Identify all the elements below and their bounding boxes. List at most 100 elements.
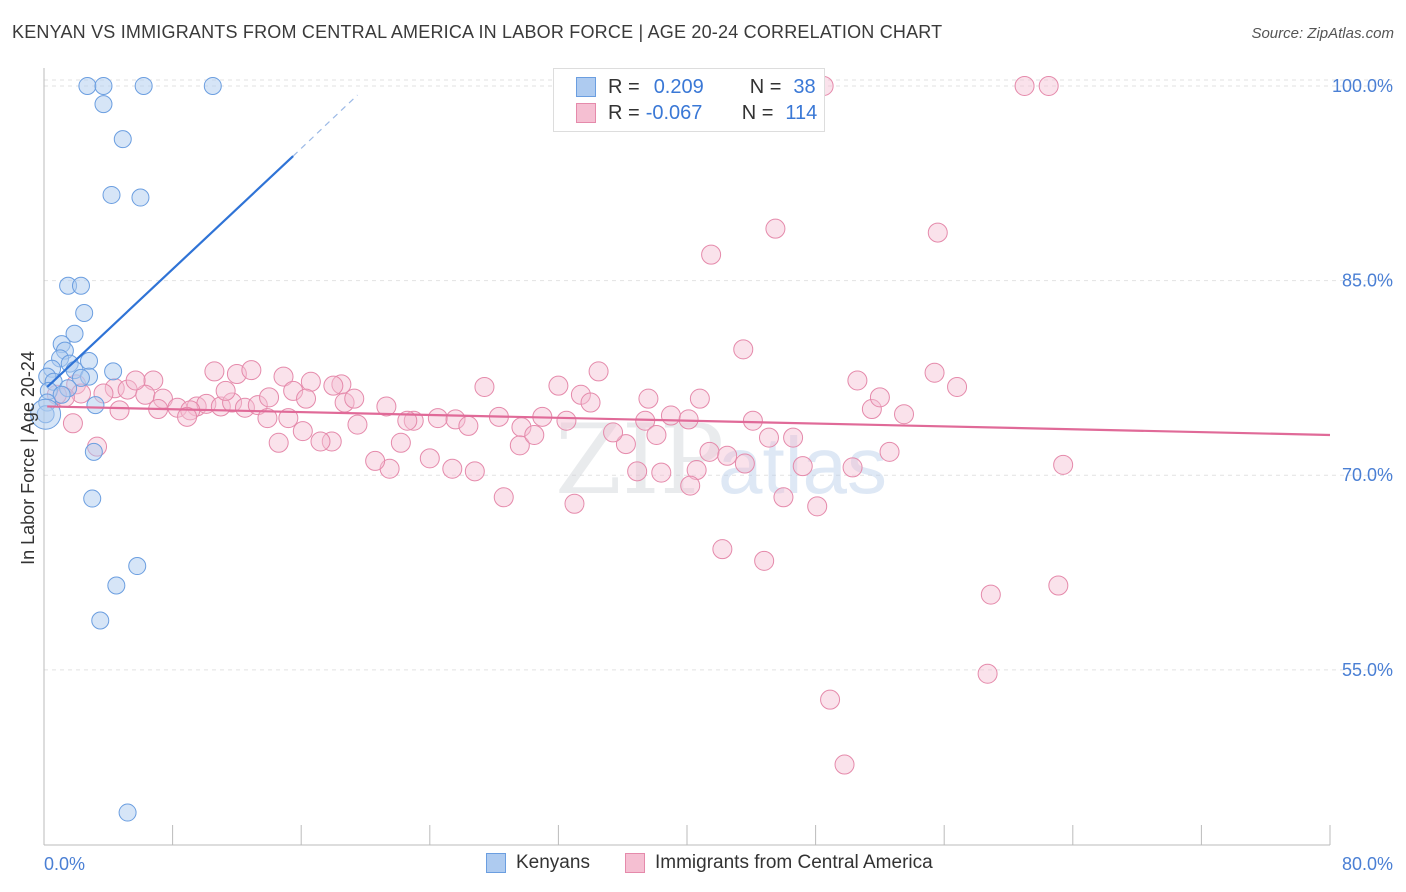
immigrants-point bbox=[717, 445, 738, 466]
kenyans-point bbox=[113, 130, 132, 149]
kenyans-point bbox=[203, 76, 222, 95]
immigrants-point bbox=[712, 539, 733, 560]
immigrants-point bbox=[646, 424, 667, 445]
y-axis-label: In Labor Force | Age 20-24 bbox=[18, 351, 38, 565]
immigrants-point bbox=[556, 410, 577, 431]
immigrants-point bbox=[344, 388, 365, 409]
immigrants-point bbox=[397, 410, 418, 431]
legend-row-immigrants: R = -0.067 N = 114 bbox=[576, 101, 817, 125]
immigrants-point bbox=[321, 431, 342, 452]
kenyans-point bbox=[104, 362, 123, 381]
kenyans-point bbox=[78, 76, 97, 95]
immigrants-trend-line bbox=[47, 405, 1331, 437]
immigrants-point bbox=[347, 414, 368, 435]
kenyans-point bbox=[80, 352, 99, 371]
kenyans-swatch bbox=[576, 77, 596, 97]
immigrants-point bbox=[638, 388, 659, 409]
stats-legend: R = 0.209 N = 38 R = -0.067 N = 114 bbox=[553, 68, 825, 132]
kenyans-point bbox=[52, 385, 71, 404]
immigrants-point bbox=[458, 415, 479, 436]
immigrants-point bbox=[580, 392, 601, 413]
immigrants-swatch bbox=[576, 103, 596, 123]
immigrants-point bbox=[292, 421, 313, 442]
immigrants-point bbox=[807, 496, 828, 517]
kenyans-point bbox=[118, 803, 137, 822]
kenyans-point bbox=[134, 76, 153, 95]
immigrants-points bbox=[46, 75, 1074, 775]
immigrants-point bbox=[548, 375, 569, 396]
kenyans-legend-label: Kenyans bbox=[516, 852, 590, 873]
n-value: 38 bbox=[793, 75, 816, 98]
trend-lines bbox=[46, 94, 1331, 437]
immigrants-point bbox=[403, 410, 424, 431]
immigrants-point bbox=[419, 448, 440, 469]
y-tick-label: 85.0% bbox=[1342, 271, 1393, 291]
chart-title: KENYAN VS IMMIGRANTS FROM CENTRAL AMERIC… bbox=[12, 22, 943, 42]
immigrants-point bbox=[204, 361, 225, 382]
immigrants-point bbox=[241, 360, 262, 381]
immigrants-point bbox=[765, 218, 786, 239]
immigrants-point bbox=[222, 392, 243, 413]
immigrants-point bbox=[564, 493, 585, 514]
immigrants-point bbox=[627, 461, 648, 482]
r-value: -0.067 bbox=[645, 101, 703, 124]
immigrants-legend-swatch bbox=[625, 853, 645, 873]
source-label: Source: ZipAtlas.com bbox=[1251, 25, 1394, 42]
r-label: R = bbox=[608, 101, 640, 124]
y-tick-label: 100.0% bbox=[1332, 76, 1393, 96]
watermark-zip: ZIP bbox=[555, 404, 724, 516]
immigrants-point bbox=[296, 388, 317, 409]
kenyans-point bbox=[91, 611, 110, 630]
immigrants-point bbox=[783, 427, 804, 448]
immigrants-point bbox=[678, 409, 699, 430]
immigrants-point bbox=[125, 370, 146, 391]
immigrants-point bbox=[861, 399, 882, 420]
immigrants-point bbox=[1014, 75, 1035, 96]
kenyans-point bbox=[94, 76, 113, 95]
y-tick-label: 55.0% bbox=[1342, 660, 1393, 680]
immigrants-point bbox=[947, 376, 968, 397]
immigrants-point bbox=[300, 371, 321, 392]
immigrants-point bbox=[689, 388, 710, 409]
x-tick-label: 0.0% bbox=[44, 854, 85, 874]
kenyans-trend-line bbox=[46, 155, 294, 388]
immigrants-point bbox=[259, 387, 280, 408]
immigrants-point bbox=[773, 487, 794, 508]
kenyans-point bbox=[86, 396, 105, 415]
immigrants-point bbox=[834, 754, 855, 775]
n-label: N = bbox=[749, 75, 782, 98]
immigrants-point bbox=[588, 361, 609, 382]
r-label: R = bbox=[608, 75, 640, 98]
kenyans-point bbox=[71, 276, 90, 295]
immigrants-point bbox=[1038, 75, 1059, 96]
immigrants-point bbox=[742, 410, 763, 431]
n-label: N = bbox=[741, 101, 774, 124]
immigrants-point bbox=[879, 441, 900, 462]
kenyans-legend-swatch bbox=[486, 853, 506, 873]
immigrants-point bbox=[310, 431, 331, 452]
immigrants-point bbox=[733, 339, 754, 360]
kenyans-points bbox=[30, 76, 222, 822]
immigrants-point bbox=[754, 550, 775, 571]
immigrants-point bbox=[177, 406, 198, 427]
immigrants-point bbox=[651, 462, 672, 483]
immigrants-point bbox=[758, 427, 779, 448]
kenyans-point bbox=[107, 576, 126, 595]
kenyans-point bbox=[102, 185, 121, 204]
immigrants-point bbox=[977, 663, 998, 684]
n-value: 114 bbox=[785, 101, 818, 124]
immigrants-point bbox=[924, 362, 945, 383]
immigrants-point bbox=[268, 432, 289, 453]
immigrants-point bbox=[927, 222, 948, 243]
immigrants-point bbox=[474, 376, 495, 397]
immigrants-point bbox=[390, 432, 411, 453]
immigrants-point bbox=[257, 408, 278, 429]
immigrants-point bbox=[792, 456, 813, 477]
kenyans-point bbox=[84, 442, 103, 461]
immigrants-point bbox=[660, 405, 681, 426]
immigrants-point bbox=[980, 584, 1001, 605]
axis-labels: 100.0% 85.0% 70.0% 55.0% 0.0% 80.0% bbox=[44, 76, 1393, 874]
immigrants-point bbox=[234, 397, 255, 418]
immigrants-point bbox=[615, 434, 636, 455]
